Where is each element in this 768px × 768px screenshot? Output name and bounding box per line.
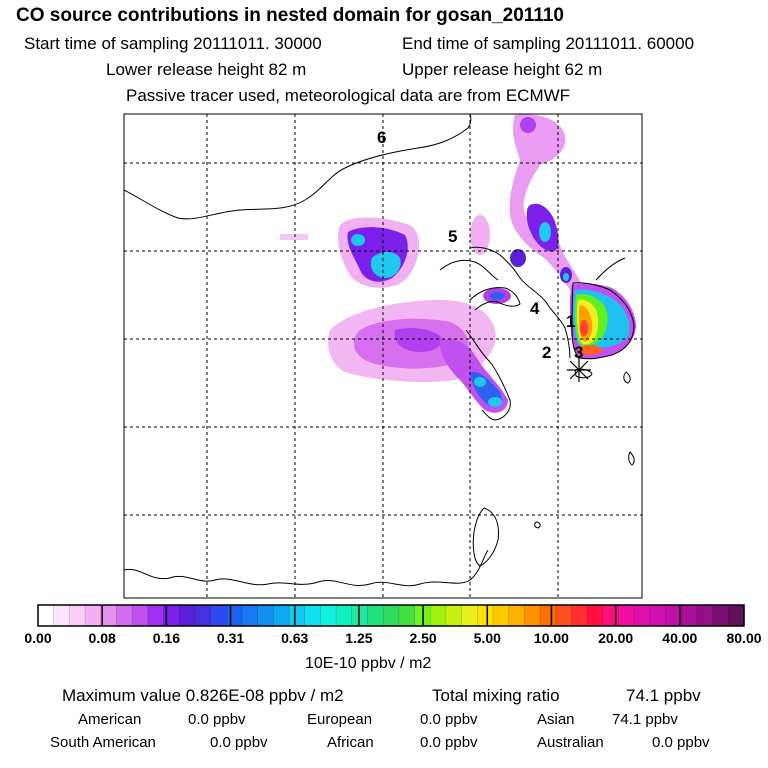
asian-value: 74.1 ppbv (612, 711, 678, 728)
region-label-6: 6 (377, 128, 386, 147)
australian-label: Australian (537, 734, 604, 751)
colorbar-cell (163, 605, 180, 626)
colorbar-cell (38, 605, 55, 626)
colorbar-tick-label: 5.00 (473, 630, 501, 646)
colorbar-cell (289, 605, 306, 626)
colorbar-cell (728, 605, 745, 626)
colorbar-tick-label: 1.25 (345, 630, 373, 646)
colorbar-cell (540, 605, 557, 626)
start-time-label: Start time of sampling 20111011. 30000 (24, 34, 322, 53)
colorbar-tick-label: 0.08 (88, 630, 116, 646)
colorbar-cell (273, 605, 290, 626)
african-value: 0.0 ppbv (420, 734, 478, 751)
colorbar-cell (304, 605, 321, 626)
colorbar-cell (367, 605, 384, 626)
colorbar-cell (445, 605, 463, 626)
colorbar-tick-label: 80.00 (726, 630, 762, 646)
colorbar-cell (602, 605, 620, 626)
colorbar (37, 604, 745, 627)
colorbar-cell (571, 605, 588, 626)
map-frame (123, 113, 643, 599)
colorbar-cell (587, 605, 604, 626)
colorbar-tick-label: 10.00 (533, 630, 569, 646)
colorbar-cell (555, 605, 573, 626)
colorbar-cell (461, 605, 478, 626)
colorbar-unit-label: 10E-10 ppbv / m2 (305, 655, 432, 672)
colorbar-cell (383, 605, 400, 626)
region-label-2: 2 (542, 343, 551, 362)
colorbar-cell (226, 605, 243, 626)
colorbar-cell (241, 605, 259, 626)
colorbar-cell (320, 605, 337, 626)
total-mixing-label: Total mixing ratio (432, 686, 560, 705)
max-value-label: Maximum value 0.826E-08 ppbv / m2 (62, 686, 344, 705)
colorbar-cell (634, 605, 651, 626)
european-label: European (307, 711, 373, 728)
upper-release-height-label: Upper release height 62 m (402, 60, 603, 79)
colorbar-cell (696, 605, 714, 626)
colorbar-cell (132, 605, 149, 626)
south-american-value: 0.0 ppbv (210, 734, 268, 751)
colorbar-cell (681, 605, 698, 626)
colorbar-cell (351, 605, 369, 626)
colorbar-cell (336, 605, 353, 626)
colorbar-cell (492, 605, 510, 626)
region-label-5: 5 (448, 227, 457, 246)
colorbar-tick-label: 0.16 (152, 630, 180, 646)
colorbar-cell (257, 605, 274, 626)
colorbar-tick-label: 0.31 (216, 630, 245, 646)
colorbar-cell (100, 605, 118, 626)
colorbar-tick-label: 0.00 (24, 630, 52, 646)
colorbar-cell (712, 605, 729, 626)
colorbar-cell (665, 605, 682, 626)
region-label-1: 1 (566, 312, 575, 331)
colorbar-cell (179, 605, 196, 626)
colorbar-cell (85, 605, 102, 626)
colorbar-tick-label: 2.50 (409, 630, 437, 646)
colorbar-cell (508, 605, 525, 626)
colorbar-cell (398, 605, 416, 626)
region-label-3: 3 (574, 343, 583, 362)
colorbar-cell (69, 605, 86, 626)
colorbar-frame (37, 604, 745, 627)
colorbar-cell (477, 605, 494, 626)
total-mixing-value: 74.1 ppbv (626, 686, 701, 705)
colorbar-cell (649, 605, 667, 626)
coastlines (124, 114, 635, 587)
american-value: 0.0 ppbv (188, 711, 246, 728)
australian-value: 0.0 ppbv (652, 734, 710, 751)
colorbar-tick-label: 0.63 (281, 630, 309, 646)
lower-release-height-label: Lower release height 82 m (106, 60, 307, 79)
concentration-field (280, 114, 636, 413)
colorbar-cell (430, 605, 447, 626)
colorbar-cell (210, 605, 227, 626)
african-label: African (327, 734, 374, 751)
tracer-info-label: Passive tracer used, meteorological data… (126, 86, 571, 105)
colorbar-cell (147, 605, 165, 626)
asterisk-icon (567, 358, 591, 382)
american-label: American (78, 711, 142, 728)
colorbar-cell (524, 605, 541, 626)
colorbar-cell (116, 605, 133, 626)
colorbar-cell (194, 605, 212, 626)
colorbar-cell (53, 605, 70, 626)
european-value: 0.0 ppbv (420, 711, 478, 728)
colorbar-cell (618, 605, 635, 626)
lat-lon-grid (124, 114, 642, 598)
colorbar-tick-label: 40.00 (662, 630, 698, 646)
plot-title: CO source contributions in nested domain… (16, 5, 564, 26)
colorbar-tick-label: 20.00 (598, 630, 634, 646)
asian-label: Asian (537, 711, 575, 728)
south-american-label: South American (50, 734, 156, 751)
region-label-4: 4 (530, 299, 540, 318)
end-time-label: End time of sampling 20111011. 60000 (402, 34, 695, 53)
